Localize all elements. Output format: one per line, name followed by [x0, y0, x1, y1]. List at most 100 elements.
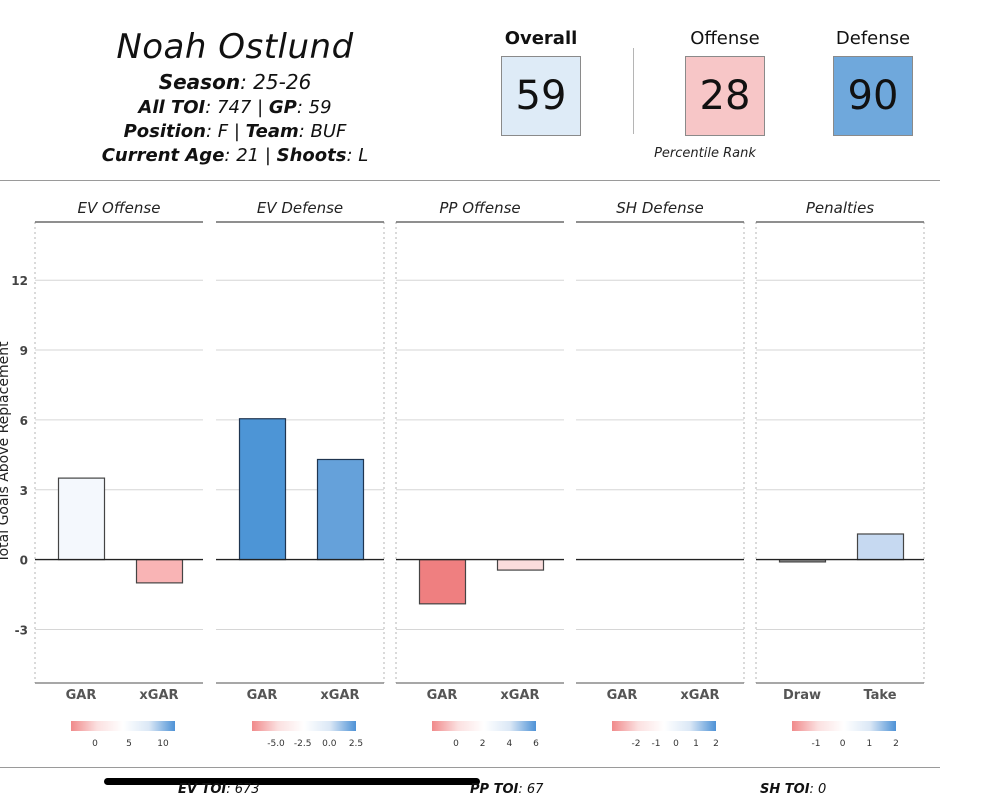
defense-label: Defense	[835, 28, 911, 49]
y-axis-ticks: -3 0 3 6 9 12	[11, 274, 28, 637]
season-line: Season: 25-26	[158, 70, 312, 94]
legend-tick-label: 6	[533, 739, 539, 749]
gp-value: 59	[308, 97, 332, 118]
legend-tick-label: 1	[866, 739, 872, 749]
position-value: F	[217, 121, 229, 142]
legend-tick-label: -1	[812, 739, 821, 749]
header-divider	[0, 180, 940, 181]
sh-toi-label: SH TOI	[760, 782, 810, 797]
team-label: Team	[245, 121, 299, 142]
color-legend-bar	[71, 721, 175, 731]
x-tick-label: xGAR	[680, 688, 719, 703]
legend-tick-label: 0	[840, 739, 846, 749]
overall-percentile: Overall 59	[496, 28, 586, 136]
color-legend-bar	[792, 721, 896, 731]
footer-divider	[0, 767, 940, 768]
bar-xgar	[496, 559, 545, 571]
legend-tick-label: 0	[453, 739, 459, 749]
legend-tick-label: 4	[506, 739, 512, 749]
legend-tick-label: 0	[92, 739, 98, 749]
y-tick-label: -3	[15, 623, 28, 637]
legend-tick-label: 0	[673, 739, 679, 749]
panel-sh-defense: SH Defense GAR xGAR -2 -1 0 1 2	[576, 199, 744, 749]
bar-take	[856, 533, 905, 561]
panel-ev-defense: EV Defense GAR xGAR -5.0 -2.5 0.0 2.5	[216, 199, 384, 749]
bar-xgar	[316, 458, 365, 561]
x-tick-label: GAR	[66, 688, 97, 703]
offense-value-box: 28	[685, 56, 765, 136]
overall-label: Overall	[504, 28, 578, 49]
legend-tick-label: 1	[693, 739, 699, 749]
team-value: BUF	[310, 121, 347, 142]
panel-ev-offense: EV Offense GAR xGAR 0 5 10	[35, 199, 203, 749]
overall-value-box: 59	[501, 56, 581, 136]
panel-title: EV Offense	[78, 199, 161, 217]
horizontal-scrollbar[interactable]	[104, 778, 480, 785]
age-value: 21	[236, 145, 260, 166]
season-value: 25-26	[253, 70, 312, 94]
legend-tick-label: 2.5	[349, 739, 363, 749]
pp-toi-value: 67	[526, 782, 544, 797]
pp-toi: PP TOI: 67	[470, 782, 544, 797]
age-line: Current Age: 21 | Shoots: L	[101, 145, 369, 166]
x-tick-label: GAR	[607, 688, 638, 703]
panel-pp-offense: PP Offense GAR xGAR 0 2 4 6	[396, 199, 564, 749]
y-tick-label: 6	[20, 414, 28, 428]
toi-line: All TOI: 747 | GP: 59	[138, 97, 332, 118]
y-axis-label: Total Goals Above Replacement	[0, 341, 12, 564]
color-legend-bar	[252, 721, 356, 731]
percentile-caption: Percentile Rank	[654, 146, 756, 161]
player-info: Noah Ostlund Season: 25-26 All TOI: 747 …	[80, 26, 390, 168]
ev-toi-value: 673	[234, 782, 260, 797]
pp-toi-label: PP TOI	[470, 782, 519, 797]
shoots-label: Shoots	[276, 145, 347, 166]
position-label: Position	[123, 121, 206, 142]
bar-gar	[418, 559, 467, 605]
x-tick-label: xGAR	[320, 688, 359, 703]
player-name: Noah Ostlund	[116, 27, 354, 67]
shoots-value: L	[358, 145, 369, 166]
x-tick-label: Draw	[783, 688, 821, 703]
x-tick-label: xGAR	[139, 688, 178, 703]
x-tick-label: GAR	[247, 688, 278, 703]
bar-gar	[238, 418, 287, 561]
offense-label: Offense	[690, 28, 760, 49]
ev-toi: EV TOI: 673	[178, 782, 260, 797]
legend-tick-label: -5.0	[267, 739, 285, 749]
defense-percentile: Defense 90	[828, 28, 918, 136]
color-legend-bar	[612, 721, 716, 731]
x-tick-label: Take	[863, 688, 896, 703]
legend-tick-label: 5	[126, 739, 132, 749]
toi-label: All TOI	[138, 97, 206, 118]
legend-tick-label: 2	[480, 739, 486, 749]
x-tick-label: GAR	[427, 688, 458, 703]
y-tick-label: 3	[20, 484, 28, 498]
color-legend-bar	[432, 721, 536, 731]
gp-label: GP	[268, 97, 297, 118]
season-label: Season	[158, 70, 241, 94]
legend-tick-label: 2	[713, 739, 719, 749]
percentile-divider	[633, 48, 634, 134]
legend-tick-label: -2.5	[294, 739, 312, 749]
panel-title: EV Defense	[257, 199, 343, 217]
toi-value: 747	[217, 97, 252, 118]
offense-percentile: Offense 28	[680, 28, 770, 136]
panel-title: PP Offense	[439, 199, 520, 217]
legend-tick-label: 10	[157, 739, 169, 749]
y-tick-label: 12	[11, 274, 28, 288]
sh-toi-value: 0	[818, 782, 827, 797]
panel-title: Penalties	[806, 199, 874, 217]
bar-gar	[57, 477, 106, 561]
x-tick-label: xGAR	[500, 688, 539, 703]
y-tick-label: 0	[20, 554, 28, 568]
legend-tick-label: -1	[652, 739, 661, 749]
bar-xgar	[135, 559, 184, 584]
defense-value-box: 90	[833, 56, 913, 136]
age-label: Current Age	[101, 145, 225, 166]
position-line: Position: F | Team: BUF	[123, 121, 347, 142]
legend-tick-label: 2	[893, 739, 899, 749]
ev-toi-label: EV TOI	[178, 782, 227, 797]
legend-tick-label: -2	[632, 739, 641, 749]
